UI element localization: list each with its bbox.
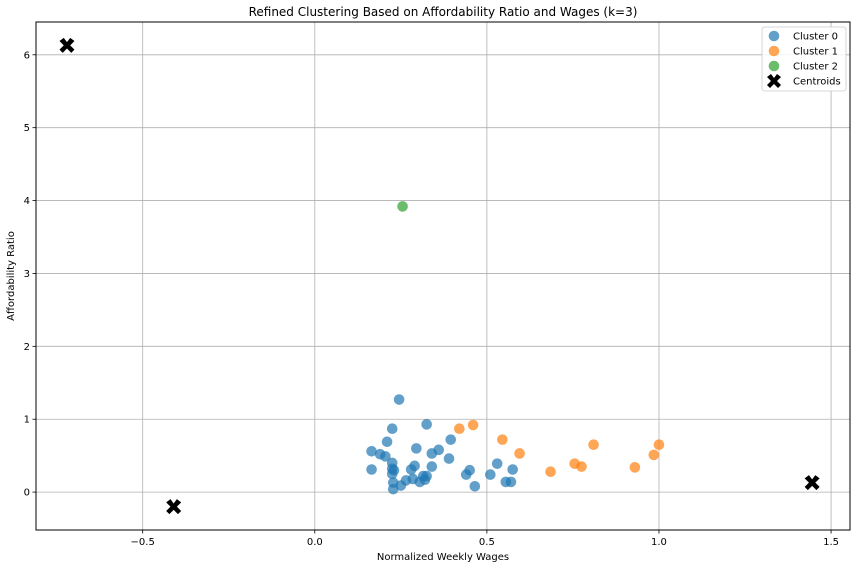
cluster-0-point [366, 464, 377, 475]
axis-ticks: −0.5 0.0 0.5 1.0 1.5 0 1 2 3 4 5 6 [24, 50, 839, 548]
cluster-0-point [443, 453, 455, 464]
cluster-1-point [514, 448, 525, 459]
cluster-1-point [588, 439, 599, 451]
x-tick-label: 1.0 [651, 537, 667, 548]
cluster-0-point [411, 443, 422, 454]
centroids-marker [804, 475, 820, 491]
legend-marker-cluster-2 [768, 60, 780, 72]
plot-frame [35, 21, 851, 531]
x-tick-label: −0.5 [131, 537, 155, 548]
centroids-marker [59, 37, 75, 53]
cluster-0-point [388, 464, 400, 476]
y-axis-label: Affordability Ratio [6, 231, 17, 321]
cluster-0-point [491, 458, 503, 469]
y-tick-label: 1 [24, 415, 30, 426]
cluster-0-point [464, 464, 475, 476]
cluster-0-point [433, 444, 444, 456]
y-tick-label: 0 [24, 488, 30, 499]
cluster-1-point [467, 419, 479, 431]
cluster-0-point [386, 423, 398, 434]
y-tick-label: 3 [24, 269, 30, 280]
chart-title: Refined Clustering Based on Affordabilit… [249, 5, 638, 19]
cluster-1-point [545, 466, 556, 477]
cluster-0-point [421, 419, 432, 430]
y-tick-label: 5 [24, 123, 30, 134]
legend: Cluster 0 Cluster 1 Cluster 2 Centroids [761, 26, 847, 92]
centroids-marker [166, 499, 182, 515]
cluster-1-point [653, 439, 665, 451]
cluster-0-point [445, 434, 457, 445]
data-points [59, 37, 820, 515]
cluster-1-point [454, 423, 465, 434]
cluster-0-point [421, 470, 432, 482]
y-tick-label: 4 [24, 196, 30, 207]
y-tick-label: 2 [24, 342, 30, 353]
cluster-0-point [426, 461, 438, 472]
legend-label-cluster-2: Cluster 2 [793, 62, 838, 73]
legend-marker-cluster-0 [768, 30, 780, 42]
cluster-0-point [366, 445, 377, 457]
legend-label-cluster-0: Cluster 0 [793, 32, 838, 43]
legend-marker-cluster-1 [768, 45, 780, 57]
cluster-1-point [497, 434, 508, 445]
legend-label-centroids: Centroids [793, 77, 841, 88]
legend-label-cluster-1: Cluster 1 [793, 47, 838, 58]
grid-lines [36, 22, 850, 530]
x-tick-label: 0.0 [307, 537, 323, 548]
x-axis-label: Normalized Weekly Wages [377, 552, 509, 563]
cluster-2-point [397, 201, 408, 212]
cluster-0-point [485, 469, 496, 480]
cluster-1-point [576, 461, 587, 472]
cluster-0-point [469, 480, 481, 492]
y-tick-label: 6 [24, 50, 30, 61]
cluster-0-point [409, 460, 420, 472]
cluster-0-point [381, 436, 393, 448]
cluster-0-point [505, 476, 517, 488]
legend-box [761, 26, 847, 92]
cluster-1-point [648, 449, 660, 461]
cluster-0-point [393, 394, 405, 405]
x-tick-label: 1.5 [823, 537, 839, 548]
cluster-0-point [507, 464, 518, 475]
x-tick-label: 0.5 [479, 537, 495, 548]
cluster-0-point [380, 451, 391, 462]
cluster-1-point [629, 462, 641, 473]
legend-marker-centroids [767, 74, 781, 88]
